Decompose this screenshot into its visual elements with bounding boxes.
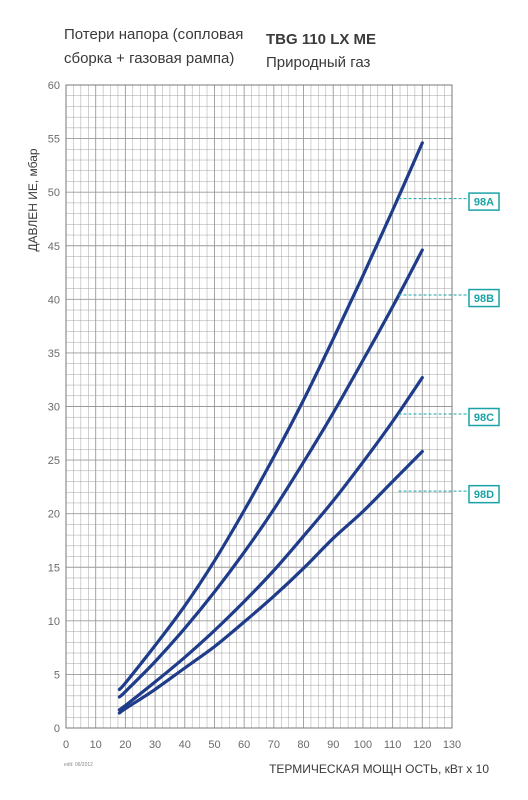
chart-legend: 98A 98B 98C 98D [398, 192, 500, 504]
legend-tag-98b [468, 288, 500, 308]
plot-frame [65, 84, 453, 729]
x-tick-label: 10 [90, 739, 102, 751]
x-tick-label: 90 [327, 739, 339, 751]
y-tick-label: 55 [48, 134, 60, 146]
y-tick-label: 50 [48, 187, 60, 199]
x-tick-label: 50 [208, 739, 220, 751]
x-tick-label: 130 [443, 739, 461, 751]
x-axis-label: ТЕРМИЧЕСКАЯ МОЩН ОСТЬ, кВт х 10 [269, 762, 489, 776]
x-tick-label: 30 [149, 739, 161, 751]
x-tick-label: 70 [268, 739, 280, 751]
y-tick-label: 45 [48, 241, 60, 253]
y-tick-label: 15 [48, 562, 60, 574]
y-tick-label: 5 [54, 669, 60, 681]
curve-98b [117, 248, 424, 699]
chart-title-fuel: Природный газ [266, 54, 371, 71]
chart-subtitle-line-1: Потери напора (сопловая [64, 26, 244, 43]
y-tick-label: 0 [54, 723, 60, 735]
legend-label-98b: 98B [474, 293, 494, 305]
chart-subtitle-line-2: сборка + газовая рампа) [64, 50, 235, 67]
legend-tag-98d [468, 484, 500, 504]
legend-label-98c: 98C [474, 412, 494, 424]
y-tick-label: 35 [48, 348, 60, 360]
x-tick-label: 60 [238, 739, 250, 751]
chart-grid [65, 84, 453, 729]
x-tick-label: 0 [63, 739, 69, 751]
legend-tag-98c [468, 407, 500, 427]
chart-curves [117, 141, 424, 715]
x-tick-label: 20 [119, 739, 131, 751]
legend-label-98a: 98A [474, 197, 494, 209]
legend-tag-98a [468, 192, 500, 211]
y-tick-label: 60 [48, 80, 60, 92]
legend-label-98d: 98D [474, 489, 494, 501]
chart-title-model: TBG 110 LX ME [266, 31, 377, 48]
curve-98c [117, 376, 424, 712]
x-tick-label: 120 [413, 739, 431, 751]
y-tick-label: 40 [48, 294, 60, 306]
edition-note: edit: 06/2012 [64, 762, 93, 768]
curve-98a [117, 141, 424, 691]
x-tick-label: 110 [384, 739, 402, 751]
y-tick-label: 25 [48, 455, 60, 467]
x-tick-label: 40 [179, 739, 191, 751]
x-tick-label: 100 [354, 739, 372, 751]
x-tick-label: 80 [297, 739, 309, 751]
y-axis-label: ДАВЛЕН ИЕ, мбар [26, 148, 40, 252]
y-tick-label: 20 [48, 509, 60, 521]
curve-98d [117, 449, 424, 715]
y-tick-label: 30 [48, 402, 60, 414]
y-tick-label: 10 [48, 616, 60, 628]
chart-ticks: 0 10 20 30 40 50 60 70 80 90 100 110 120 130 0 5 10 15 20 2… [48, 80, 461, 751]
